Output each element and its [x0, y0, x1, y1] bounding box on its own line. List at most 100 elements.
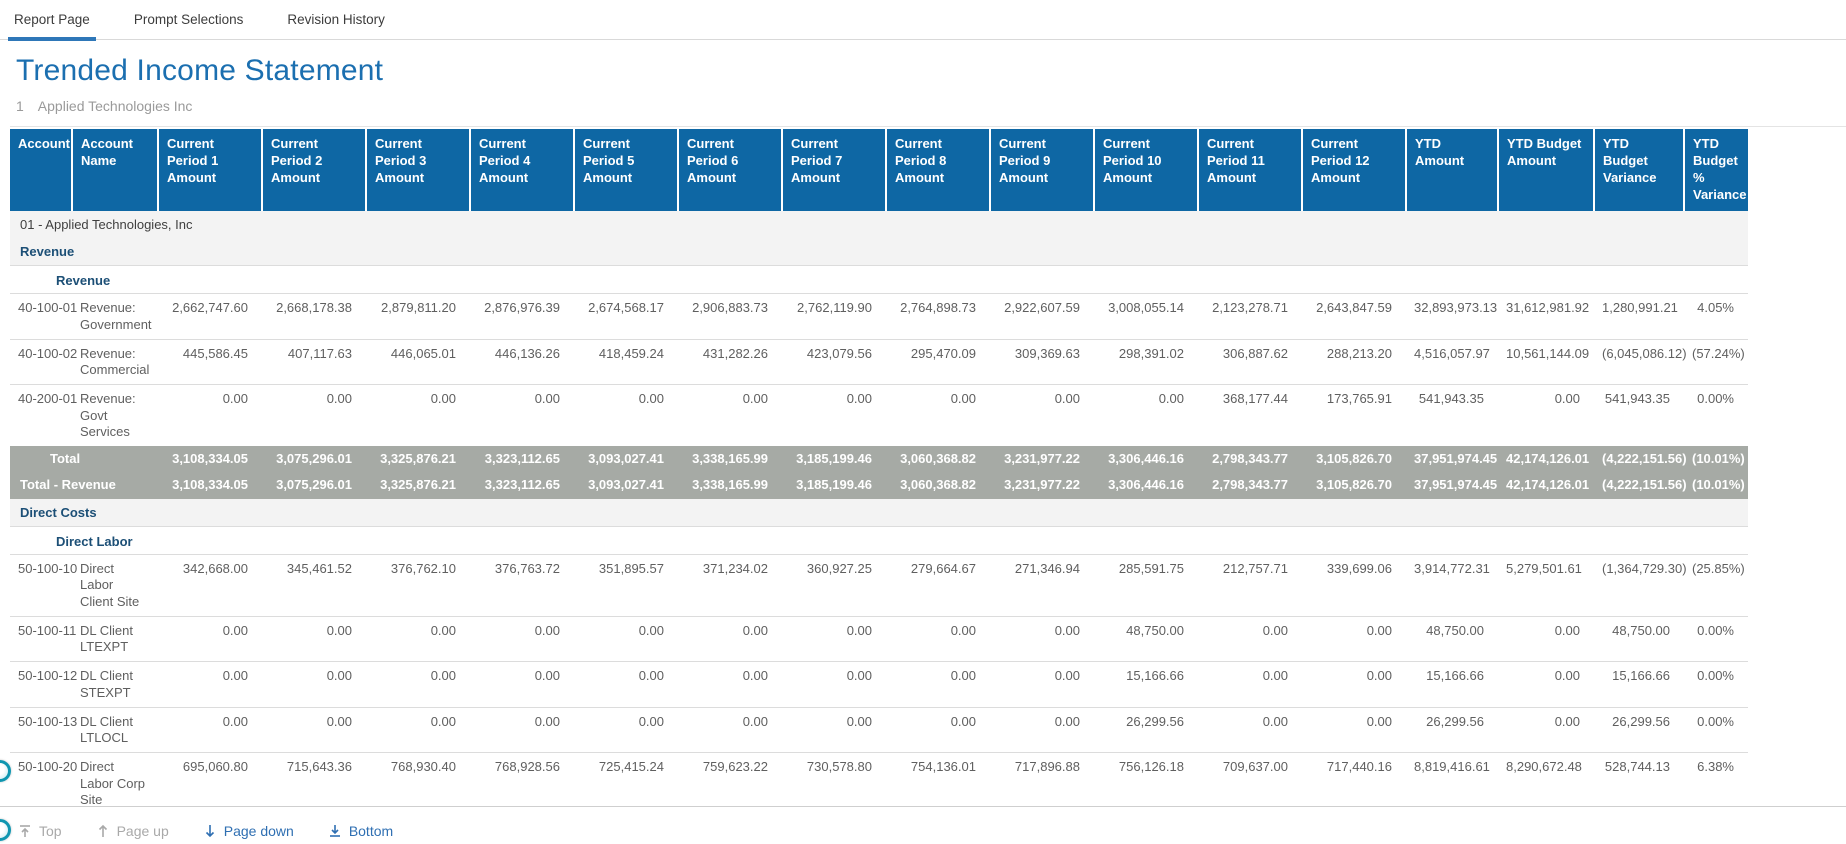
- table-row: 50-100-10 Direct Labor Client Site 342,668…: [10, 554, 1748, 617]
- pager-top: Top: [18, 823, 62, 839]
- cell-value: 295,470.09: [886, 338, 990, 385]
- cell-value: 715,643.36: [262, 752, 366, 815]
- table-row: 50-100-13 DL Client LTLOCL 0.00 0.00 0.00 0.0…: [10, 706, 1748, 753]
- total-value: 3,060,368.82: [886, 446, 990, 473]
- account-code: 50-100-12: [10, 661, 77, 708]
- total-value: 42,174,126.01: [1498, 472, 1594, 499]
- cell-value: 717,440.16: [1302, 752, 1406, 815]
- table-row: 50-100-12 DL Client STEXPT 0.00 0.00 0.00 0.0…: [10, 661, 1748, 708]
- account-code: 50-100-20: [10, 752, 77, 815]
- cell-value: 0.00: [574, 384, 678, 447]
- section-label: Direct Costs: [10, 498, 1748, 527]
- cell-value: 0.00: [262, 661, 366, 708]
- cell-value: 10,561,144.09: [1498, 338, 1594, 385]
- cell-value: 0.00: [1302, 615, 1406, 662]
- floating-widget-button[interactable]: [0, 819, 11, 841]
- cell-value: 0.00: [158, 706, 262, 753]
- cell-value: 48,750.00: [1094, 615, 1198, 662]
- cell-value: 0.00: [366, 384, 470, 447]
- column-header: Current Period 6 Amount: [678, 129, 783, 211]
- cell-value: 0.00: [470, 384, 574, 447]
- tab-report-page[interactable]: Report Page: [8, 12, 96, 41]
- cell-value: 754,136.01: [886, 752, 990, 815]
- cell-value: 271,346.94: [990, 554, 1094, 617]
- table-row: Revenue: [10, 237, 1748, 266]
- cell-value: 431,282.26: [678, 338, 782, 385]
- group-label: 01 - Applied Technologies, Inc: [10, 210, 1748, 238]
- column-header: Current Period 9 Amount: [990, 129, 1095, 211]
- cell-value: 8,819,416.61: [1406, 752, 1498, 815]
- cell-value: 0.00: [574, 615, 678, 662]
- bottom-icon: [328, 824, 342, 838]
- total-value: 37,951,974.45: [1406, 446, 1498, 473]
- tab-revision-history[interactable]: Revision History: [287, 12, 385, 27]
- cell-value: 2,643,847.59: [1302, 293, 1406, 340]
- account-name: Revenue: Commercial: [72, 338, 158, 385]
- pager-bottom[interactable]: Bottom: [328, 823, 393, 839]
- cell-value: 2,762,119.90: [782, 293, 886, 340]
- cell-value: 0.00: [886, 661, 990, 708]
- cell-value: 2,922,607.59: [990, 293, 1094, 340]
- cell-value: 0.00: [470, 615, 574, 662]
- cell-value: 0.00: [1198, 661, 1302, 708]
- page-up-icon: [96, 824, 110, 838]
- cell-value: 423,079.56: [782, 338, 886, 385]
- cell-value: 0.00: [574, 706, 678, 753]
- cell-value: 0.00: [1498, 661, 1594, 708]
- cell-value: 0.00: [158, 661, 262, 708]
- cell-value: 306,887.62: [1198, 338, 1302, 385]
- pager-bar: Top Page up Page down Bottom: [0, 806, 1846, 844]
- column-header: YTD Amount: [1406, 129, 1499, 211]
- table-row: 40-200-01 Revenue: Govt Services 0.00 0.00 0…: [10, 384, 1748, 447]
- total-value: 3,325,876.21: [366, 472, 470, 499]
- page-down-icon: [203, 824, 217, 838]
- subsection-label: Revenue: [10, 265, 1748, 294]
- total-value: 3,060,368.82: [886, 472, 990, 499]
- cell-value: 2,764,898.73: [886, 293, 990, 340]
- cell-value: 288,213.20: [1302, 338, 1406, 385]
- table-row: 50-100-11 DL Client LTEXPT 0.00 0.00 0.00 0.0…: [10, 615, 1748, 662]
- cell-value: 351,895.57: [574, 554, 678, 617]
- cell-value: 2,674,568.17: [574, 293, 678, 340]
- pager-page-down[interactable]: Page down: [203, 823, 294, 839]
- total-value: 3,075,296.01: [262, 446, 366, 473]
- floating-widget-button[interactable]: [0, 760, 11, 782]
- total-value: (10.01%): [1684, 472, 1748, 499]
- cell-value: 2,879,811.20: [366, 293, 470, 340]
- column-header: Current Period 10 Amount: [1094, 129, 1199, 211]
- column-header: Current Period 2 Amount: [262, 129, 367, 211]
- cell-value: 0.00: [990, 384, 1094, 447]
- total-value: 3,323,112.65: [470, 472, 574, 499]
- column-header: Current Period 4 Amount: [470, 129, 575, 211]
- account-name: DL Client LTEXPT: [72, 615, 158, 662]
- subsection-label: Direct Labor: [10, 525, 1748, 555]
- table-row: Total 3,108,334.05 3,075,296.01 3,325,876.2…: [10, 446, 1748, 473]
- cell-value: 15,166.66: [1594, 661, 1684, 708]
- cell-value: 15,166.66: [1406, 661, 1498, 708]
- cell-value: 528,744.13: [1594, 752, 1684, 815]
- cell-value: 0.00%: [1684, 661, 1748, 708]
- tab-prompt-selections[interactable]: Prompt Selections: [133, 12, 244, 27]
- report-table-container: Account Account Name Current Period 1 Amou…: [10, 126, 1846, 844]
- total-value: 3,306,446.16: [1094, 446, 1198, 473]
- cell-value: 298,391.02: [1094, 338, 1198, 385]
- account-name: Revenue: Govt Services: [72, 384, 158, 447]
- cell-value: 0.00: [678, 661, 782, 708]
- cell-value: 48,750.00: [1406, 615, 1498, 662]
- cell-value: 0.00: [782, 384, 886, 447]
- table-row: Revenue: [10, 265, 1748, 294]
- total-value: (10.01%): [1684, 446, 1748, 473]
- cell-value: 0.00: [1302, 706, 1406, 753]
- cell-value: 2,668,178.38: [262, 293, 366, 340]
- total-value: 3,231,977.22: [990, 446, 1094, 473]
- cell-value: 709,637.00: [1198, 752, 1302, 815]
- cell-value: 0.00: [886, 706, 990, 753]
- cell-value: 541,943.35: [1406, 384, 1498, 447]
- cell-value: 0.00%: [1684, 615, 1748, 662]
- total-value: 2,798,343.77: [1198, 446, 1302, 473]
- cell-value: 0.00%: [1684, 706, 1748, 753]
- total-value: 37,951,974.45: [1406, 472, 1498, 499]
- cell-value: 445,586.45: [158, 338, 262, 385]
- cell-value: 26,299.56: [1094, 706, 1198, 753]
